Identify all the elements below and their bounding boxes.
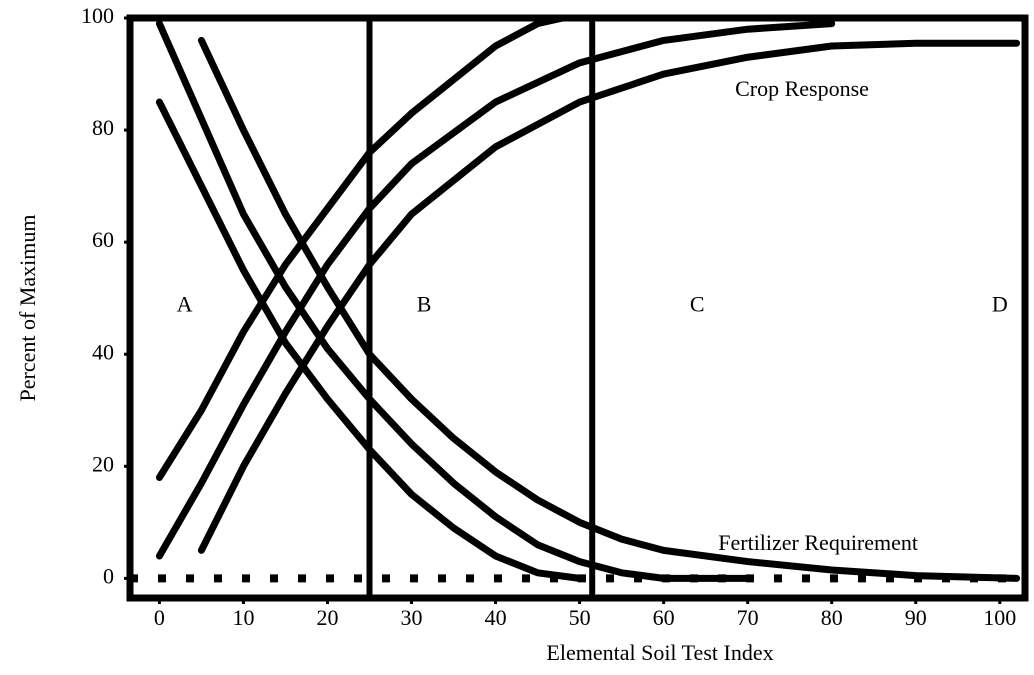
y-tick-label: 0 (103, 563, 114, 588)
y-tick-label: 60 (92, 227, 114, 252)
curve (155, 98, 584, 582)
x-tick-label: 10 (232, 605, 254, 630)
annotation: Fertilizer Requirement (718, 530, 918, 555)
y-tick-label: 40 (92, 339, 114, 364)
y-tick-label: 80 (92, 115, 114, 140)
x-tick-label: 60 (653, 605, 675, 630)
y-axis-label: Percent of Maximum (15, 215, 40, 402)
annotation: B (417, 292, 432, 317)
curve (197, 39, 1021, 554)
x-tick-label: 30 (401, 605, 423, 630)
x-tick-label: 20 (316, 605, 338, 630)
x-axis-label: Elemental Soil Test Index (546, 640, 773, 665)
x-tick-label: 100 (983, 605, 1016, 630)
curve (155, 20, 836, 560)
y-tick-label: 100 (81, 3, 114, 28)
x-tick-label: 90 (905, 605, 927, 630)
annotation: A (177, 292, 193, 317)
plot-frame (126, 14, 1029, 602)
x-tick-label: 70 (737, 605, 759, 630)
curve (155, 20, 752, 582)
x-tick-label: 0 (154, 605, 165, 630)
annotation: Crop Response (735, 76, 869, 101)
annotation: D (992, 292, 1008, 317)
x-tick-label: 50 (569, 605, 591, 630)
curve (155, 14, 567, 482)
x-tick-label: 40 (485, 605, 507, 630)
curve (197, 36, 1021, 582)
x-tick-label: 80 (821, 605, 843, 630)
y-tick-label: 20 (92, 451, 114, 476)
annotation: C (690, 292, 705, 317)
